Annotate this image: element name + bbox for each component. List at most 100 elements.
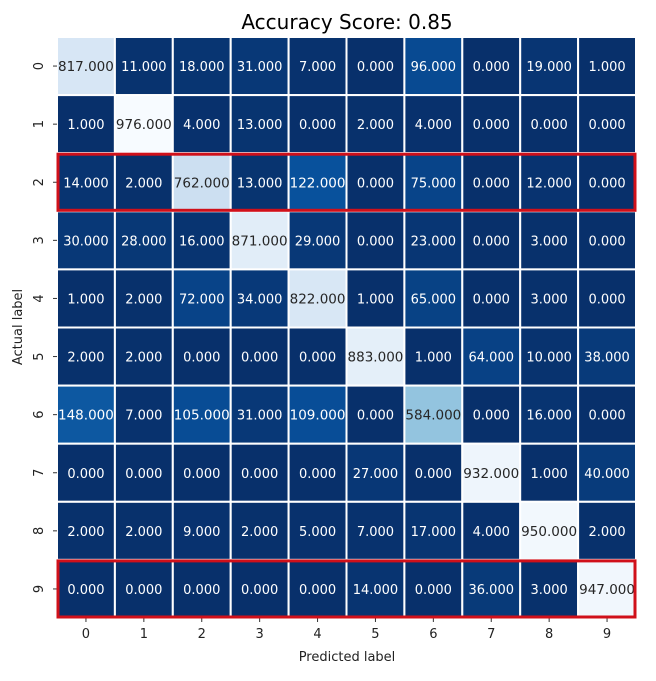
cell-labels: 817.000 11.000 18.000 31.000 7.000 0.000 96.00… <box>58 60 635 598</box>
cell-value-4-0: 1.000 <box>67 292 104 307</box>
heatmap-cell-6-0 <box>56 384 116 445</box>
highlight-row-9 <box>56 559 637 619</box>
heatmap-cell-1-6 <box>403 94 464 155</box>
x-tick-label-3: 3 <box>256 627 264 642</box>
heatmap-cell-9-6 <box>403 558 464 620</box>
heatmap-cell-7-8 <box>519 442 580 503</box>
heatmap-cell-6-6 <box>403 384 464 445</box>
cell-value-9-7: 36.000 <box>469 583 515 598</box>
cell-value-3-3: 871.000 <box>232 234 288 249</box>
cell-value-1-2: 4.000 <box>183 118 220 133</box>
cell-value-4-7: 0.000 <box>473 292 510 307</box>
heatmap-cell-6-9 <box>577 384 637 445</box>
heatmap-cell-7-3 <box>229 442 290 503</box>
cell-value-3-8: 3.000 <box>531 234 568 249</box>
cell-value-8-6: 17.000 <box>411 525 457 540</box>
y-tick-label-2: 2 <box>32 178 47 186</box>
heatmap-cell-8-7 <box>461 500 522 561</box>
cell-value-9-2: 0.000 <box>183 583 220 598</box>
cell-value-9-5: 14.000 <box>353 583 399 598</box>
cell-value-1-9: 0.000 <box>588 118 625 133</box>
cell-value-2-1: 2.000 <box>125 176 162 191</box>
cell-value-5-9: 38.000 <box>584 351 630 366</box>
row-highlights <box>56 152 637 619</box>
cell-value-2-7: 0.000 <box>473 176 510 191</box>
cell-value-4-3: 34.000 <box>237 292 283 307</box>
chart-title: Accuracy Score: 0.85 <box>241 10 452 34</box>
x-axis-label: Predicted label <box>299 650 396 665</box>
y-axis-ticks: 0 1 2 3 4 5 6 7 8 9 <box>32 62 57 593</box>
heatmap-cell-2-8 <box>519 152 580 213</box>
x-tick-label-5: 5 <box>371 627 379 642</box>
heatmap-cell-4-9 <box>577 268 637 329</box>
cell-value-9-3: 0.000 <box>241 583 278 598</box>
cell-value-8-2: 9.000 <box>183 525 220 540</box>
y-tick-label-1: 1 <box>32 120 47 128</box>
cell-value-3-6: 23.000 <box>411 234 457 249</box>
x-tick-label-4: 4 <box>313 627 321 642</box>
heatmap-cell-1-9 <box>577 94 637 155</box>
cell-value-4-1: 2.000 <box>125 292 162 307</box>
cell-value-6-8: 16.000 <box>526 409 572 424</box>
heatmap-cell-9-8 <box>519 558 580 620</box>
cell-value-1-3: 13.000 <box>237 118 283 133</box>
cell-value-1-6: 4.000 <box>415 118 452 133</box>
y-tick-label-5: 5 <box>32 352 47 360</box>
cell-value-0-4: 7.000 <box>299 60 336 75</box>
cell-value-0-9: 1.000 <box>588 60 625 75</box>
cell-value-8-0: 2.000 <box>67 525 104 540</box>
heatmap-cell-1-1 <box>113 94 174 155</box>
cell-value-0-1: 11.000 <box>121 60 167 75</box>
cell-value-2-5: 0.000 <box>357 176 394 191</box>
cell-value-2-0: 14.000 <box>63 176 109 191</box>
heatmap-cell-5-2 <box>171 326 232 387</box>
heatmap-cell-7-6 <box>403 442 464 503</box>
cell-value-6-5: 0.000 <box>357 409 394 424</box>
cell-value-7-6: 0.000 <box>415 467 452 482</box>
y-tick-label-6: 6 <box>32 411 47 419</box>
cell-value-7-1: 0.000 <box>125 467 162 482</box>
cell-value-6-6: 584.000 <box>405 409 461 424</box>
heatmap-cell-6-7 <box>461 384 522 445</box>
heatmap-cell-0-7 <box>461 36 522 97</box>
cell-value-9-8: 3.000 <box>531 583 568 598</box>
heatmap-cell-1-8 <box>519 94 580 155</box>
heatmap-cell-9-7 <box>461 558 522 620</box>
cell-value-0-3: 31.000 <box>237 60 283 75</box>
cell-value-5-4: 0.000 <box>299 351 336 366</box>
heatmap-cell-8-6 <box>403 500 464 561</box>
heatmap-cell-8-4 <box>287 500 348 561</box>
y-tick-label-8: 8 <box>32 527 47 535</box>
heatmap-cell-9-4 <box>287 558 348 620</box>
cell-value-2-8: 12.000 <box>526 176 572 191</box>
cell-value-0-0: 817.000 <box>58 60 114 75</box>
cell-value-1-1: 976.000 <box>116 118 172 133</box>
cell-value-6-1: 7.000 <box>125 409 162 424</box>
cell-value-1-8: 0.000 <box>531 118 568 133</box>
cell-value-3-7: 0.000 <box>473 234 510 249</box>
cell-value-1-7: 0.000 <box>473 118 510 133</box>
cell-value-3-0: 30.000 <box>63 234 109 249</box>
heatmap-cell-1-5 <box>345 94 406 155</box>
cell-value-2-2: 762.000 <box>174 176 230 191</box>
y-tick-label-9: 9 <box>32 585 47 593</box>
cell-value-5-5: 883.000 <box>348 351 404 366</box>
cell-value-7-0: 0.000 <box>67 467 104 482</box>
cell-value-4-6: 65.000 <box>411 292 457 307</box>
cell-value-8-9: 2.000 <box>588 525 625 540</box>
cell-value-1-4: 0.000 <box>299 118 336 133</box>
cell-value-5-6: 1.000 <box>415 351 452 366</box>
heatmap-cell-5-3 <box>229 326 290 387</box>
cell-value-4-5: 1.000 <box>357 292 394 307</box>
heatmap-cell-7-7 <box>461 442 522 503</box>
heatmap-cell-4-8 <box>519 268 580 329</box>
cell-value-0-5: 0.000 <box>357 60 394 75</box>
cell-value-7-3: 0.000 <box>241 467 278 482</box>
cell-value-6-2: 105.000 <box>174 409 230 424</box>
cell-value-4-2: 72.000 <box>179 292 225 307</box>
cell-value-3-4: 29.000 <box>295 234 341 249</box>
cell-value-3-9: 0.000 <box>588 234 625 249</box>
x-tick-label-9: 9 <box>603 627 611 642</box>
heatmap-cell-7-4 <box>287 442 348 503</box>
